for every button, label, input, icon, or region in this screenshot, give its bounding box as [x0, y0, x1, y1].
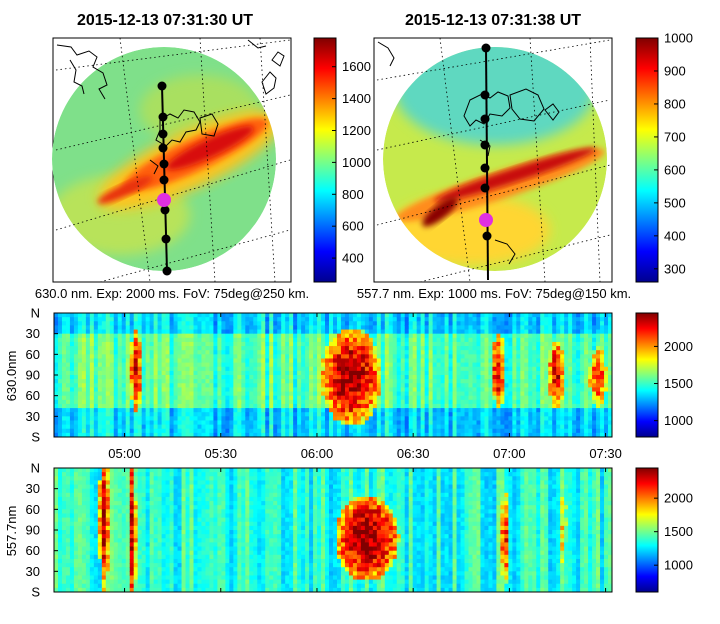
- colorbar-keogram-557-tick-label: 1500: [664, 524, 693, 539]
- colorbar-ticks-keogram-557: 1000 1500 2000: [654, 491, 693, 573]
- allsky-panel-557: 2015-12-13 07:31:38 UT: [357, 12, 693, 301]
- colorbar-630-tick-label: 1600: [342, 59, 371, 74]
- keogram-630-ytick-label: N: [31, 306, 40, 321]
- keogram-yticks-557: N 30 60 90 60 30 S: [26, 461, 58, 600]
- keogram-xticks-557: [124, 468, 607, 592]
- keogram-ylabel-630: 630.0nm: [4, 351, 19, 402]
- keogram-557: N 30 60 90 60 30 S 557.7nm 1000 1500 2000: [4, 461, 693, 600]
- keogram-557-ytick-label: 60: [26, 543, 40, 558]
- allsky-grid-630: [55, 37, 291, 283]
- colorbar-557: [635, 37, 659, 283]
- colorbar-keogram-557-tick-label: 1000: [664, 558, 693, 573]
- caption-630: 630.0 nm. Exp: 2000 ms. FoV: 75deg@250 k…: [35, 286, 309, 301]
- keogram-ylabel-557: 557.7nm: [4, 506, 19, 557]
- time-tick-label: 06:30: [397, 446, 430, 461]
- keogram-image-630: [54, 313, 612, 437]
- colorbar-557-tick-label: 700: [664, 129, 686, 144]
- colorbar-keogram-630-tick-label: 2000: [664, 339, 693, 354]
- caption-557: 557.7 nm. Exp: 1000 ms. FoV: 75deg@150 k…: [357, 286, 631, 301]
- keogram-xticks-630: [124, 313, 607, 437]
- time-tick-label: 05:30: [204, 446, 237, 461]
- colorbar-557-tick-label: 300: [664, 261, 686, 276]
- panel-title-557: 2015-12-13 07:31:38 UT: [405, 12, 581, 29]
- colorbar-keogram-630: [635, 312, 659, 438]
- colorbar-630-tick-label: 600: [342, 219, 364, 234]
- colorbar-630: [313, 37, 337, 283]
- time-tick-label: 06:00: [301, 446, 334, 461]
- meridian-track-557: [479, 43, 493, 281]
- colorbar-557-tick-label: 400: [664, 228, 686, 243]
- keogram-557-ytick-label: 90: [26, 523, 40, 538]
- allsky-grid-557: [376, 37, 611, 283]
- colorbar-keogram-630-tick-label: 1000: [664, 413, 693, 428]
- panel-title-630: 2015-12-13 07:31:30 UT: [77, 12, 253, 29]
- keogram-630-ytick-label: 30: [26, 326, 40, 341]
- allsky-panel-630: 2015-12-13 07:31:30 UT: [35, 12, 371, 301]
- colorbar-ticks-keogram-630: 1000 1500 2000: [654, 339, 693, 428]
- keogram-557-ytick-label: S: [31, 585, 40, 600]
- keogram-557-ytick-label: 30: [26, 564, 40, 579]
- time-tick-label: 07:30: [589, 446, 622, 461]
- keogram-yticks-630: N 30 60 90 60 30 S: [26, 306, 58, 445]
- coastline-557: [377, 41, 560, 265]
- keogram-630-ytick-label: 60: [26, 388, 40, 403]
- keogram-557-ytick-label: 30: [26, 481, 40, 496]
- keogram-630-ytick-label: 60: [26, 347, 40, 362]
- station-marker-557: [479, 213, 493, 227]
- coastline-630: [56, 39, 285, 175]
- time-tick-label: 05:00: [108, 446, 141, 461]
- time-tick-label: 07:00: [493, 446, 526, 461]
- keogram-557-ytick-label: N: [31, 461, 40, 476]
- colorbar-557-tick-label: 800: [664, 96, 686, 111]
- colorbar-ticks-630: 400 600 800 1000 1200 1400 1600: [332, 59, 371, 266]
- colorbar-keogram-630-tick-label: 1500: [664, 376, 693, 391]
- time-axis-labels: 05:00 05:30 06:00 06:30 07:00 07:30: [108, 446, 622, 461]
- keogram-630-ytick-label: S: [31, 430, 40, 445]
- colorbar-630-tick-label: 1200: [342, 123, 371, 138]
- colorbar-557-tick-label: 900: [664, 63, 686, 78]
- keogram-630-ytick-label: 90: [26, 368, 40, 383]
- station-marker-630: [157, 193, 171, 207]
- colorbar-630-tick-label: 1000: [342, 155, 371, 170]
- colorbar-630-tick-label: 1400: [342, 91, 371, 106]
- colorbar-keogram-557: [635, 467, 659, 593]
- meridian-track-630: [157, 81, 172, 276]
- colorbar-557-tick-label: 600: [664, 162, 686, 177]
- colorbar-630-tick-label: 400: [342, 251, 364, 266]
- keogram-630-ytick-label: 30: [26, 409, 40, 424]
- keogram-557-ytick-label: 60: [26, 502, 40, 517]
- colorbar-557-tick-label: 500: [664, 195, 686, 210]
- colorbar-557-tick-label: 1000: [664, 31, 693, 46]
- keogram-image-557: [54, 468, 612, 592]
- keogram-630: N 30 60 90 60 30 S 630.0nm 1000 1500 2000: [4, 306, 693, 445]
- colorbar-keogram-557-tick-label: 2000: [664, 491, 693, 506]
- colorbar-ticks-557: 300 400 500 600 700 800 900 1000: [654, 31, 693, 276]
- colorbar-630-tick-label: 800: [342, 187, 364, 202]
- allsky-image-557: [383, 47, 607, 271]
